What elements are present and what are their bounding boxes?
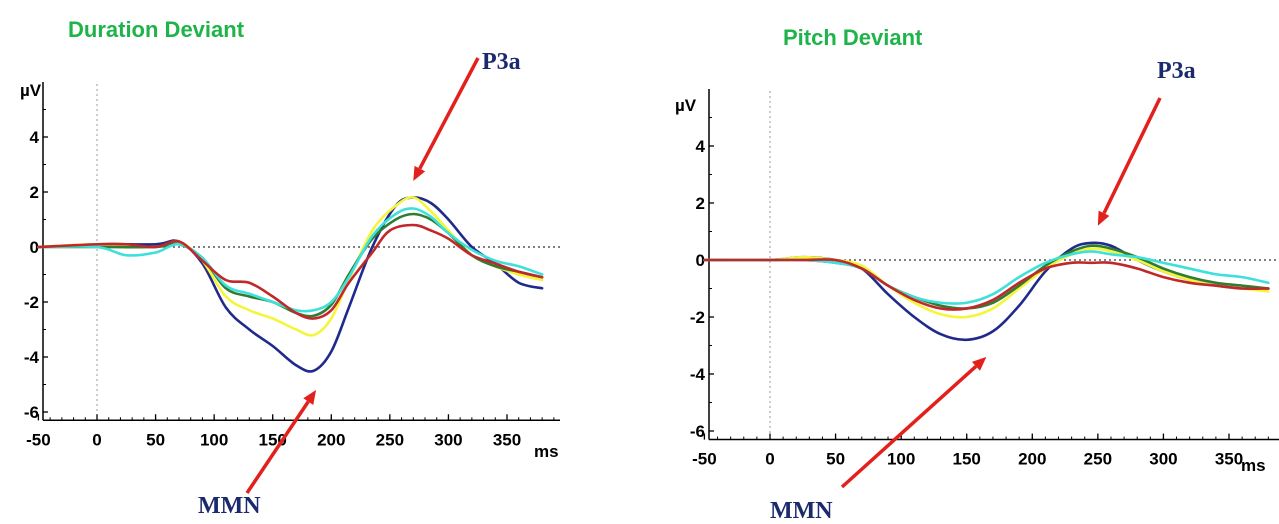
annotations: P3a MMN	[770, 58, 1196, 524]
x-tick-label: 250	[1084, 450, 1112, 469]
series-line-1	[37, 196, 544, 337]
annotation-arrowhead	[1097, 210, 1110, 226]
x-tick-label: 300	[434, 430, 462, 449]
annotation-label-p3a: P3a	[1157, 58, 1196, 84]
chart-title: Pitch Deviant	[783, 25, 923, 50]
y-tick-label: -6	[24, 403, 39, 422]
x-tick-label: 0	[92, 430, 101, 449]
x-tick-label: 50	[826, 450, 845, 469]
x-tick-labels: -50 0 50 100 150 200 250 300 350	[26, 430, 521, 449]
y-tick-label: 0	[696, 251, 705, 270]
series-line-3	[37, 207, 544, 313]
x-tick-label: 200	[1018, 450, 1046, 469]
y-tick-labels: 4 2 0 -2 -4 -6	[24, 128, 40, 422]
x-tick-label: 200	[317, 430, 345, 449]
series-line-4	[703, 258, 1270, 311]
x-axis-unit-label: ms	[534, 442, 559, 461]
annotation-arrowhead	[971, 356, 987, 371]
series-line-0	[37, 196, 544, 373]
y-tick-labels: 4 2 0 -2 -4 -6	[690, 137, 706, 441]
y-tick-label: -2	[24, 293, 39, 312]
series-lines	[37, 196, 544, 373]
y-tick-label: 2	[696, 194, 705, 213]
x-tick-label: 100	[200, 430, 228, 449]
annotation-arrow-shaft	[840, 364, 978, 489]
series-line-3	[703, 250, 1270, 305]
series-lines	[703, 241, 1270, 342]
series-line-4	[37, 223, 544, 320]
x-tick-label: -50	[692, 450, 717, 469]
y-tick-label: -4	[24, 348, 40, 367]
chart-title: Duration Deviant	[68, 17, 245, 42]
y-tick-label: 0	[30, 238, 39, 257]
x-tick-label: 50	[146, 430, 165, 449]
y-tick-label: -2	[690, 308, 705, 327]
x-axis-unit-label: ms	[1241, 456, 1266, 475]
y-tick-label: -6	[690, 422, 705, 441]
x-tick-label: 350	[1215, 450, 1243, 469]
x-tick-label: 0	[765, 450, 774, 469]
x-tick-label: 150	[953, 450, 981, 469]
x-tick-label: -50	[26, 430, 51, 449]
x-tick-label: 100	[887, 450, 915, 469]
y-axis-unit-label: µV	[675, 96, 697, 115]
x-tick-labels: -50 0 50 100 150 200 250 300 350	[692, 450, 1243, 469]
annotation-arrow-shaft	[1102, 97, 1162, 214]
x-tick-label: 350	[493, 430, 521, 449]
annotation-label-mmn: MMN	[770, 498, 833, 524]
axes	[703, 89, 1279, 441]
y-tick-label: -4	[690, 365, 706, 384]
pitch-deviant-chart: Pitch Deviant µV ms 4 2 0 -2 -4 -6 -50 0 50 100 1…	[675, 25, 1279, 524]
annotation-arrow-shaft	[418, 57, 480, 170]
annotations: P3a MMN	[198, 49, 521, 519]
annotation-arrowhead	[413, 165, 426, 181]
y-axis-unit-label: µV	[20, 81, 42, 100]
series-line-2	[37, 212, 544, 318]
annotation-label-mmn: MMN	[198, 493, 261, 519]
x-tick-label: 250	[376, 430, 404, 449]
annotation-arrowhead	[303, 390, 317, 405]
axes	[37, 82, 560, 421]
x-tick-label: 300	[1149, 450, 1177, 469]
y-tick-label: 4	[696, 137, 706, 156]
duration-deviant-chart: Duration Deviant µV ms 4 2 0 -2 -4 -6 -50 0 50 1…	[20, 17, 560, 519]
annotation-arrow-shaft	[245, 400, 310, 494]
y-tick-label: 4	[30, 128, 40, 147]
annotation-label-p3a: P3a	[482, 49, 521, 75]
y-tick-label: 2	[30, 183, 39, 202]
